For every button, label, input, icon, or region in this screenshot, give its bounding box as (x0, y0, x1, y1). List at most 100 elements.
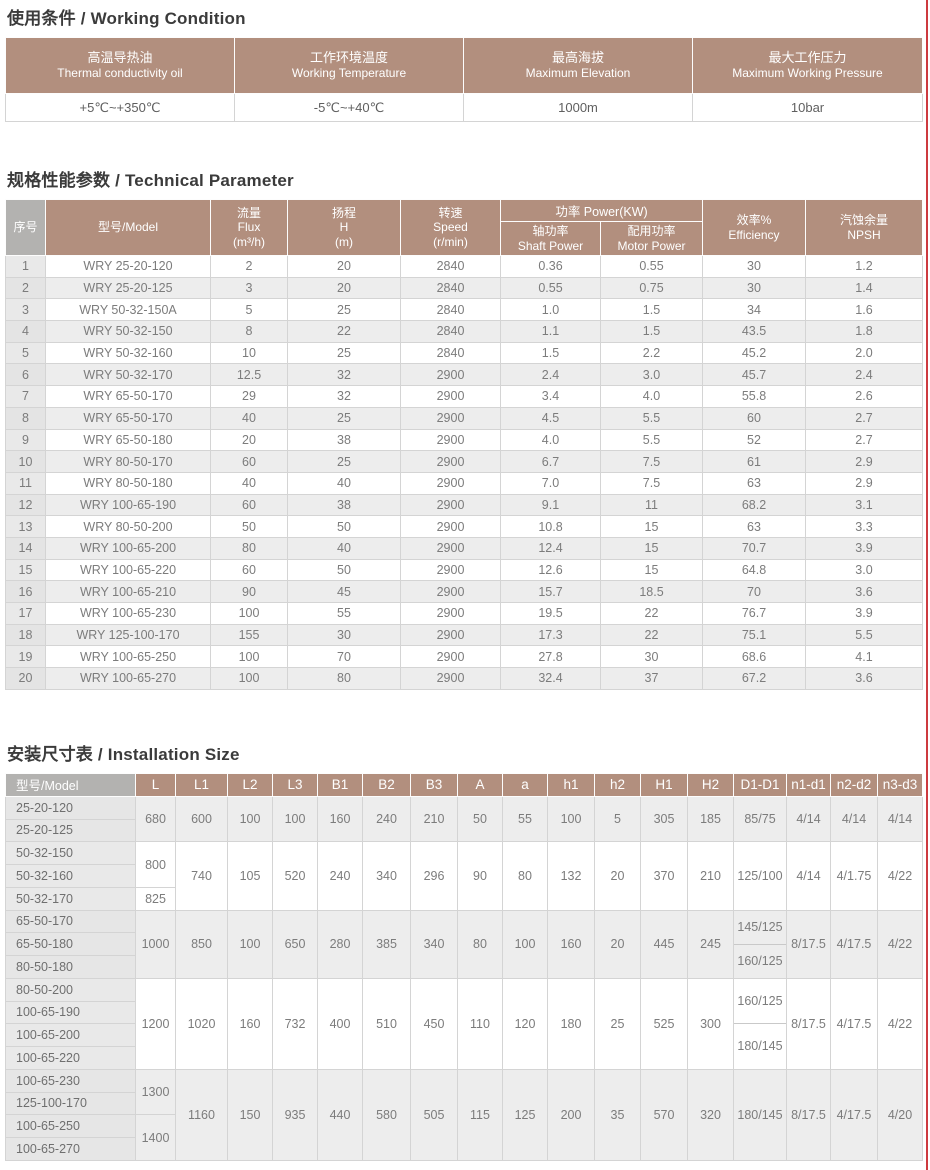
value-cell: 29 (210, 385, 288, 408)
value-cell: 20 (210, 428, 288, 452)
value-cell: 245 (687, 909, 734, 979)
value-cell: 105 (227, 841, 273, 911)
value-cell: 240 (317, 841, 363, 911)
header-zh: 工作环境温度 (309, 50, 388, 65)
col-header-power-group: 功率 Power(KW) (500, 199, 703, 222)
col-header-shaft-power: 轴功率 Shaft Power (500, 221, 601, 256)
value-cell: 1.2 (805, 255, 923, 278)
model-cell: 25-20-125 (5, 818, 136, 843)
value-cell: 5.5 (600, 428, 703, 452)
value-cell: 50 (457, 795, 503, 843)
header-unit: (m) (335, 234, 353, 249)
header-unit: (m³/h) (233, 234, 265, 249)
model-cell: WRY 100-65-270 (45, 667, 211, 690)
value-cell: 75.1 (702, 623, 806, 647)
table-row: 18 WRY 125-100-170 155 30 2900 17.3 22 75.1 5.5 (5, 623, 923, 647)
value-cell: 935 (272, 1068, 318, 1161)
section-gap (5, 122, 930, 166)
value-cell: 70 (287, 645, 401, 669)
table-row: 50-32-150 800 740 105 520 240 340 296 90 80 132 20 3… (5, 841, 923, 911)
value-cell-L: 800 (135, 841, 176, 888)
col-header-motor-power: 配用功率 Motor Power (600, 221, 703, 256)
value-cell: 15 (600, 558, 703, 582)
value-cell: 52 (702, 428, 806, 452)
header-en: NPSH (847, 227, 881, 242)
header-en: Efficiency (728, 227, 780, 242)
section-title-installation-size: 安装尺寸表 / Installation Size (7, 744, 240, 764)
value-cell: 2.6 (805, 385, 923, 408)
header-en: Flux (237, 220, 261, 235)
model-cell: 50-32-170 (5, 886, 136, 911)
header-zh: 序号 (13, 220, 38, 235)
value-cell: 2900 (400, 580, 501, 603)
value-cell: 4/17.5 (830, 909, 878, 979)
value-cell: 60 (702, 406, 806, 430)
table-row: 10 WRY 80-50-170 60 25 2900 6.7 7.5 61 2.9 (5, 450, 923, 473)
value-cell: 40 (210, 471, 288, 495)
value-cell: 0.55 (600, 255, 703, 278)
value-cell: 2900 (400, 536, 501, 560)
value-cell: 2900 (400, 667, 501, 690)
col-header-flux: 流量 Flux (m³/h) (210, 199, 288, 256)
value-cell: 15 (600, 515, 703, 538)
row-index-cell: 3 (5, 298, 46, 322)
value-cell: 100 (210, 667, 288, 690)
value-cell: 90 (210, 580, 288, 603)
col-header-maximum-working-pressure: 最大工作压力 Maximum Working Pressure (692, 37, 923, 94)
value-cell: 67.2 (702, 667, 806, 690)
value-cell: 4.0 (600, 385, 703, 408)
value-cell: 8/17.5 (786, 1068, 831, 1161)
value-cell: 4/14 (786, 841, 831, 911)
table-row: 1 WRY 25-20-120 2 20 2840 0.36 0.55 30 1.2 (5, 255, 923, 278)
value-cell: 510 (362, 977, 411, 1070)
value-cell: 37 (600, 667, 703, 690)
working-condition-value-row: +5℃~+350℃ -5℃~+40℃ 1000m 10bar (5, 93, 923, 122)
model-cell: 100-65-200 (5, 1023, 136, 1047)
value-cell: 2900 (400, 645, 501, 669)
row-index-cell: 8 (5, 406, 46, 430)
value-cell: 125 (502, 1068, 548, 1161)
table-row: 25-20-125 (5, 818, 923, 843)
model-cell: 100-65-270 (5, 1137, 136, 1161)
model-cell: WRY 25-20-120 (45, 255, 211, 278)
value-cell: 32.4 (500, 667, 601, 690)
row-index-cell: 15 (5, 558, 46, 582)
model-cell: 100-65-190 (5, 1000, 136, 1025)
tech-header-row-1: 序号 型号/Model 流量 Flux (m³/h) 扬程 H (m) 转速 (5, 199, 923, 256)
col-header-thermal-oil: 高温导热油 Thermal conductivity oil (5, 37, 235, 94)
value-cell: 2840 (400, 276, 501, 300)
table-row: 100-65-270 (5, 1137, 923, 1161)
table-row: 9 WRY 65-50-180 20 38 2900 4.0 5.5 52 2.7 (5, 428, 923, 452)
table-row: 4 WRY 50-32-150 8 22 2840 1.1 1.5 43.5 1.8 (5, 320, 923, 343)
value-cell: 63 (702, 471, 806, 495)
table-row: 125-100-170 (5, 1091, 923, 1116)
table-row: 65-50-170 1000 850 100 650 280 385 340 80 100 160 2… (5, 909, 923, 979)
value-cell: 180 (547, 977, 595, 1070)
value-cell: 3.6 (805, 580, 923, 603)
value-cell: 4.5 (500, 406, 601, 430)
value-cell: 2900 (400, 406, 501, 430)
value-cell: 185 (687, 795, 734, 843)
model-cell: 125-100-170 (5, 1091, 136, 1116)
col-header-npsh: 汽蚀余量 NPSH (805, 199, 923, 256)
value-cell: 8/17.5 (786, 977, 831, 1070)
value-cell: 2.2 (600, 341, 703, 365)
value-cell: 30 (702, 255, 806, 278)
value-cell: 12.4 (500, 536, 601, 560)
value-cell: 100 (227, 909, 273, 979)
value-cell: 2900 (400, 471, 501, 495)
header-zh: 扬程 (331, 205, 356, 220)
value-cell: 2900 (400, 493, 501, 517)
tech-header-row-2: 轴功率 Shaft Power 配用功率 Motor Power (6, 221, 923, 256)
header-zh: 汽蚀余量 (839, 213, 888, 227)
row-index-cell: 18 (5, 623, 46, 647)
working-condition-header-row: 高温导热油 Thermal conductivity oil 工作环境温度 Wo… (5, 37, 923, 94)
model-cell: WRY 100-65-230 (45, 602, 211, 625)
value-cell: 70 (702, 580, 806, 603)
model-cell: 65-50-180 (5, 932, 136, 956)
value-cell: 40 (287, 536, 401, 560)
value-cell-L: 1200 (135, 977, 176, 1070)
d1-sub-value: 160/125 (734, 943, 786, 978)
model-cell: WRY 100-65-190 (45, 493, 211, 517)
value-cell: 64.8 (702, 558, 806, 582)
